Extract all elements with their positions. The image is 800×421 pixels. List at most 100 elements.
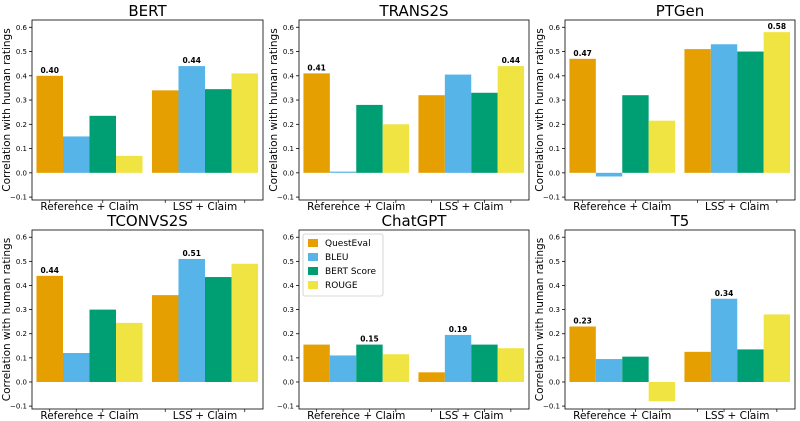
data-label: 0.44 <box>182 56 201 65</box>
y-tick-label: 0.0 <box>283 378 294 386</box>
y-tick-label: 0.1 <box>549 145 560 153</box>
chart-panel-tconvs2s: TCONVS2S −0.1 0.0 0.1 0.2 0.3 0.4 0.5 0.6Correla… <box>1 212 264 421</box>
legend-box <box>302 233 384 297</box>
y-tick-label: 0.5 <box>549 258 560 266</box>
bar-bert-score <box>356 344 383 382</box>
bar-bleu <box>329 355 357 382</box>
y-tick-label: 0.3 <box>16 306 27 314</box>
x-category-label: Reference + Claim <box>573 410 671 421</box>
bar-questeval <box>569 58 596 173</box>
y-tick-label: 0.4 <box>549 72 561 80</box>
bar-bert-score <box>205 89 232 173</box>
bar-questeval <box>151 295 179 382</box>
bar-rouge <box>497 348 525 382</box>
y-tick-label: 0.3 <box>16 97 27 105</box>
bar-bert-score <box>622 95 649 173</box>
y-tick-label: 0.5 <box>283 258 294 266</box>
chart-panel-bert: BERT −0.1 0.0 0.1 0.2 0.3 0.4 0.5 0.6Correlation… <box>1 2 264 213</box>
bar-bleu <box>595 359 623 382</box>
bar-questeval <box>569 326 596 382</box>
bar-rouge <box>231 263 259 382</box>
y-axis-label: Correlation with human ratings <box>1 238 13 401</box>
bar-rouge <box>382 354 410 382</box>
y-tick-label: 0.1 <box>16 354 27 362</box>
bar-rouge <box>763 32 791 173</box>
y-axis-label: Correlation with human ratings <box>534 28 546 191</box>
bar-questeval <box>303 344 330 382</box>
chart-title: BERT <box>128 2 167 20</box>
bar-bert-score <box>622 356 649 382</box>
data-label: 0.51 <box>182 249 201 258</box>
y-tick-label: 0.6 <box>549 234 561 242</box>
bar-bleu <box>444 74 472 173</box>
bar-bleu <box>444 334 472 382</box>
y-tick-label: 0.1 <box>16 145 27 153</box>
data-label: 0.44 <box>502 56 521 65</box>
bar-bleu <box>178 258 205 382</box>
bar-bert-score <box>471 344 498 382</box>
data-label: 0.44 <box>40 266 59 275</box>
bar-questeval <box>151 90 179 173</box>
y-tick-label: −0.1 <box>277 403 294 411</box>
y-tick-label: 0.4 <box>16 72 28 80</box>
bar-bleu <box>62 136 90 173</box>
y-tick-label: 0.0 <box>283 169 294 177</box>
y-tick-label: 0.2 <box>549 121 560 129</box>
bar-rouge <box>382 124 410 173</box>
x-category-label: Reference + Claim <box>307 201 405 213</box>
bar-questeval <box>36 75 63 173</box>
y-axis-label: Correlation with human ratings <box>534 238 546 401</box>
y-tick-label: −0.1 <box>543 403 560 411</box>
y-tick-label: 0.3 <box>283 97 294 105</box>
y-tick-label: 0.1 <box>283 145 294 153</box>
bar-bleu <box>62 353 90 382</box>
y-tick-label: 0.4 <box>549 282 561 290</box>
data-label: 0.34 <box>715 289 734 298</box>
y-axis-label: Correlation with human ratings <box>1 28 13 191</box>
y-tick-label: −0.1 <box>277 194 294 202</box>
y-tick-label: 0.4 <box>283 72 295 80</box>
bar-questeval <box>684 351 711 382</box>
bar-rouge <box>231 73 259 173</box>
bar-bleu <box>329 171 357 173</box>
legend-label: ROUGE <box>325 281 358 291</box>
bar-bert-score <box>356 104 383 173</box>
legend-label: BERT Score <box>325 267 376 277</box>
legend-label: QuestEval <box>325 239 371 249</box>
y-tick-label: 0.2 <box>16 330 27 338</box>
legend-label: BLEU <box>325 253 348 263</box>
bar-bleu <box>595 172 623 177</box>
y-tick-label: 0.4 <box>283 282 295 290</box>
bar-bert-score <box>737 51 764 173</box>
y-tick-label: 0.4 <box>16 282 28 290</box>
bar-bleu <box>710 298 738 382</box>
y-tick-label: 0.0 <box>549 378 560 386</box>
x-category-label: LSS + Claim <box>439 201 503 213</box>
bar-rouge <box>648 381 676 402</box>
y-tick-label: 0.2 <box>549 330 560 338</box>
legend-swatch <box>308 267 318 275</box>
chart-title: TRANS2S <box>378 2 448 20</box>
bar-questeval <box>418 95 445 173</box>
y-tick-label: 0.3 <box>283 306 294 314</box>
bar-questeval <box>36 275 63 382</box>
y-tick-label: 0.5 <box>549 48 560 56</box>
bar-rouge <box>497 66 525 173</box>
y-tick-label: 0.6 <box>283 24 295 32</box>
bar-bert-score <box>205 277 232 382</box>
bar-rouge <box>116 322 143 382</box>
y-tick-label: 0.2 <box>283 330 294 338</box>
y-tick-label: 0.3 <box>549 97 560 105</box>
chart-title: PTGen <box>656 2 705 20</box>
y-tick-label: 0.0 <box>16 169 27 177</box>
chart-title: T5 <box>670 212 690 230</box>
y-axis-label: Correlation with human ratings <box>268 28 280 191</box>
y-tick-label: 0.2 <box>16 121 27 129</box>
data-label: 0.23 <box>573 316 592 325</box>
x-category-label: Reference + Claim <box>40 201 138 213</box>
data-label: 0.19 <box>449 325 468 334</box>
chart-title: TCONVS2S <box>106 212 188 230</box>
y-tick-label: −0.1 <box>543 194 560 202</box>
bar-rouge <box>648 120 676 173</box>
